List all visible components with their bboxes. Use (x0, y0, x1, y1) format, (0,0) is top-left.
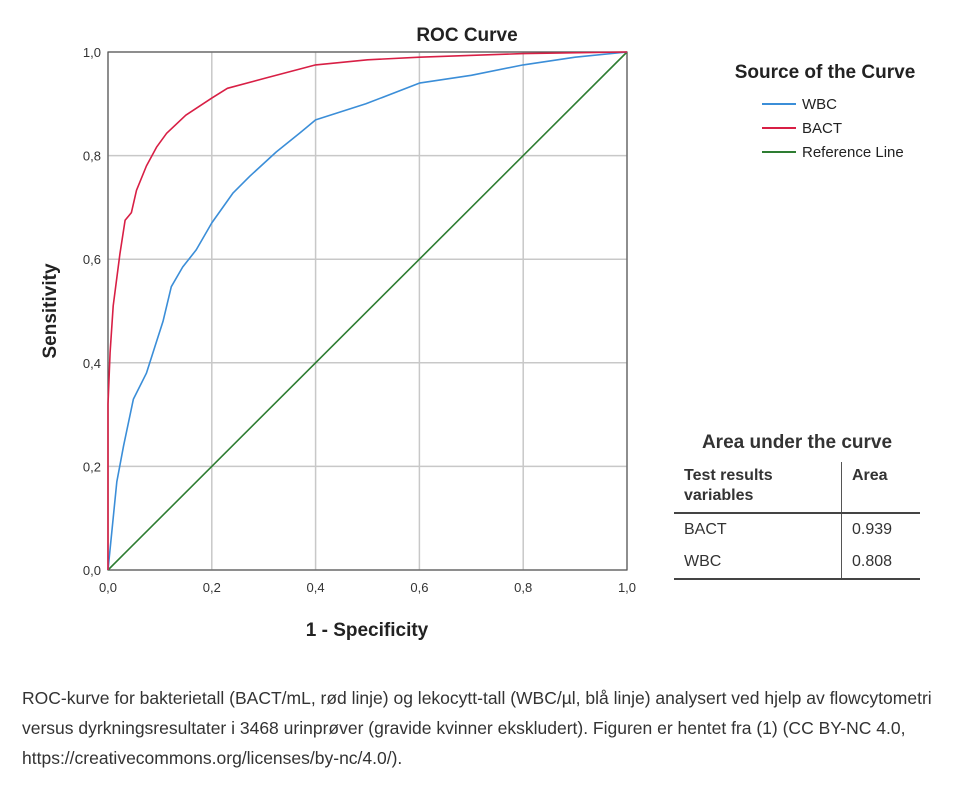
legend-item-reference-line: Reference Line (762, 140, 940, 164)
x-axis-label: 1 - Specificity (306, 620, 429, 641)
y-tick-label: 0,8 (83, 149, 101, 164)
auc-header-area: Area (841, 462, 920, 514)
series-line-reference-line (107, 51, 628, 571)
figure-caption: ROC-kurve for bakterietall (BACT/mL, rød… (22, 688, 932, 768)
x-tick-label: 0,2 (203, 580, 221, 595)
y-tick-label: 0,6 (83, 252, 101, 267)
legend-item-wbc: WBC (762, 92, 940, 116)
roc-chart: ROC Curve 0,0 0,0 0,2 0,2 0,4 0,4 0,6 0,6 0,8 0,8… (40, 25, 636, 641)
legend-label: Reference Line (802, 143, 904, 161)
auc-title: Area under the curve (701, 432, 893, 453)
y-tick-label: 0,0 (83, 563, 101, 578)
auc-table: Test results variables Area BACT 0.939 W… (674, 462, 920, 580)
legend-swatch (762, 103, 796, 105)
x-tick-label: 0,8 (514, 580, 532, 595)
table-row: WBC 0.808 (674, 546, 920, 580)
legend-label: WBC (802, 95, 837, 113)
y-tick-label: 0,2 (83, 459, 101, 474)
chart-title: ROC Curve (416, 25, 517, 46)
auc-cell-area: 0.808 (841, 546, 920, 580)
plot-frame (107, 51, 628, 571)
legend-item-bact: BACT (762, 116, 940, 140)
legend-title: Source of the Curve (734, 62, 916, 83)
x-tick-label: 0,0 (99, 580, 117, 595)
legend-swatch (762, 127, 796, 129)
series-line-bact (107, 51, 628, 570)
auc-header-variable: Test results variables (674, 462, 842, 514)
auc-cell-variable: BACT (684, 521, 727, 538)
y-tick-label: 0,4 (83, 356, 101, 371)
x-tick-label: 0,4 (307, 580, 325, 595)
table-row: BACT 0.939 (674, 513, 920, 546)
y-axis-label: Sensitivity (40, 263, 61, 358)
legend-label: BACT (802, 119, 843, 137)
auc-table-panel: Area under the curve Test results variab… (674, 432, 920, 580)
auc-cell-area: 0.939 (841, 513, 920, 546)
x-tick-label: 1,0 (618, 580, 636, 595)
x-tick-label: 0,6 (410, 580, 428, 595)
y-tick-label: 1,0 (83, 45, 101, 60)
series-line-wbc (107, 51, 628, 571)
legend: Source of the Curve WBC BACT Reference Lin… (735, 62, 940, 164)
legend-swatch (762, 151, 796, 153)
auc-cell-variable: WBC (674, 546, 842, 580)
